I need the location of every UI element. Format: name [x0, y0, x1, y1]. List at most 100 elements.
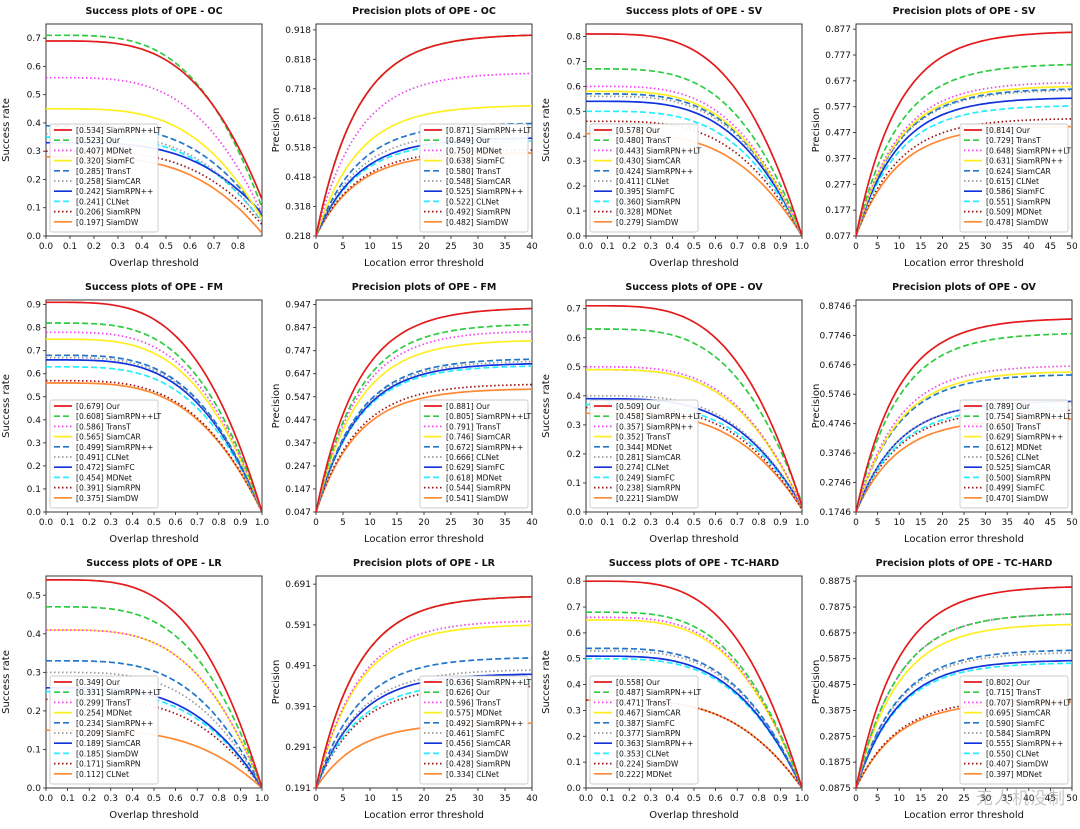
x-tick-label: 0.4	[665, 242, 680, 252]
chart-svg: Precision plots of OPE - OC 0 5 10 15 20 25 30 3…	[271, 6, 538, 269]
legend-entry: [0.391] SiamRPN	[76, 484, 141, 493]
x-tick-label: 15	[391, 242, 402, 252]
legend-entry: [0.629] SiamRPN++	[986, 433, 1063, 442]
series-line	[586, 655, 802, 788]
y-tick-label: 0.2875	[820, 732, 852, 742]
x-tick-label: 1.0	[255, 518, 270, 528]
x-tick-label: 0.7	[207, 242, 221, 252]
chart-svg: Success plots of OPE - SV 0.0 0.1 0.2 0.3 0.4…	[541, 6, 809, 269]
series-line	[46, 331, 262, 512]
x-tick-label: 35	[1001, 794, 1012, 804]
legend: [0.802] Our[0.715] TransT[0.707] SiamRPN…	[959, 675, 1072, 785]
y-tick-label: 0.8	[567, 32, 582, 42]
x-axis-label: Location error threshold	[364, 258, 484, 269]
legend-box	[49, 399, 159, 509]
x-tick-label: 0.3	[644, 242, 658, 252]
y-tick-label: 0.747	[285, 347, 311, 357]
y-tick-label: 0.2	[567, 450, 581, 460]
y-tick-label: 0.318	[285, 203, 311, 213]
x-tick-label: 0.9	[773, 794, 788, 804]
chart-svg: Precision plots of OPE - OV 0 5 10 15 20 25 30 3…	[811, 282, 1078, 545]
series-line	[46, 40, 262, 200]
y-tick-label: 0.3	[567, 706, 581, 716]
series-line	[46, 605, 262, 788]
x-tick-label: 30	[472, 794, 484, 804]
y-axis-label: Success rate	[1, 98, 12, 162]
x-tick-label: 10	[364, 242, 376, 252]
y-tick-label: 0.947	[285, 301, 311, 311]
y-tick-label: 0.2	[27, 175, 41, 185]
y-tick-label: 0.391	[285, 702, 311, 712]
x-tick-label: 0.1	[600, 794, 614, 804]
chart-svg: Precision plots of OPE - LR 0 5 10 15 20 25 30 3…	[271, 558, 538, 821]
legend-entry: [0.565] SiamCAR	[76, 433, 142, 442]
series-line	[46, 322, 262, 512]
x-axis-label: Overlap threshold	[649, 810, 739, 821]
series-line	[856, 85, 1072, 236]
y-tick-label: 0.1	[567, 758, 581, 768]
y-tick-label: 0.7	[567, 57, 581, 67]
series-line	[856, 31, 1072, 236]
x-tick-label: 15	[915, 794, 926, 804]
y-tick-label: 0.5	[27, 591, 41, 601]
legend-entry: [0.279] SiamDW	[616, 218, 679, 227]
x-tick-label: 0.3	[644, 794, 658, 804]
legend-entry: [0.672] SiamRPN++	[446, 443, 523, 452]
x-tick-label: 20	[418, 242, 430, 252]
legend-entry: [0.395] SiamFC	[616, 187, 675, 196]
legend-entry: [0.499] SiamRPN++	[76, 443, 153, 452]
legend-entry: [0.234] SiamRPN++	[76, 719, 153, 728]
x-tick-label: 35	[499, 518, 510, 528]
series-line	[586, 616, 802, 788]
series-line	[586, 33, 802, 236]
chart-panel: Success plots of OPE - LR 0.0 0.1 0.2 0.3 0.4…	[0, 552, 270, 828]
x-tick-label: 0	[313, 794, 319, 804]
legend: [0.789] Our[0.754] SiamRPN++LT[0.650] Tr…	[959, 399, 1072, 509]
y-tick-label: 0.418	[285, 173, 311, 183]
y-tick-label: 0.247	[285, 462, 311, 472]
x-tick-label: 0.0	[39, 242, 54, 252]
legend-entry: [0.407] SiamDW	[986, 760, 1049, 769]
legend-entry: [0.285] TransT	[76, 167, 131, 176]
legend-box	[589, 675, 699, 785]
legend-entry: [0.715] TransT	[986, 688, 1041, 697]
y-tick-label: 0.3875	[820, 706, 852, 716]
x-tick-label: 30	[472, 242, 484, 252]
y-tick-label: 0.1	[27, 204, 41, 214]
x-tick-label: 10	[364, 518, 376, 528]
legend-entry: [0.707] SiamRPN++LT	[986, 698, 1072, 707]
x-tick-label: 20	[937, 794, 949, 804]
x-tick-label: 0.8	[212, 794, 227, 804]
legend-entry: [0.209] SiamFC	[76, 729, 135, 738]
legend-entry: [0.197] SiamDW	[76, 218, 139, 227]
chart-panel: Precision plots of OPE - OC 0 5 10 15 20 25 30 3…	[270, 0, 540, 276]
y-axis-label: Precision	[271, 660, 282, 705]
legend-entry: [0.254] MDNet	[76, 709, 132, 718]
x-tick-label: 0.5	[687, 518, 701, 528]
y-tick-label: 0.2	[567, 732, 581, 742]
legend-entry: [0.443] SiamRPN++LT	[616, 146, 702, 155]
y-tick-label: 0.7	[567, 305, 581, 315]
x-tick-label: 0	[313, 518, 319, 528]
x-tick-label: 5	[340, 794, 346, 804]
x-tick-label: 0.6	[708, 242, 723, 252]
chart-panel: Precision plots of OPE - TC-HARD 0 5 10 15 20…	[810, 552, 1080, 828]
y-tick-label: 0.6	[27, 370, 42, 380]
legend-entry: [0.802] Our	[986, 678, 1031, 687]
series-line	[46, 107, 262, 220]
x-tick-label: 40	[1023, 518, 1035, 528]
legend-entry: [0.509] Our	[616, 402, 661, 411]
x-tick-label: 0.4	[665, 518, 680, 528]
x-tick-label: 0.8	[212, 518, 227, 528]
chart-panel: Precision plots of OPE - FM 0 5 10 15 20 25 30 3…	[270, 276, 540, 552]
y-tick-label: 0.3746	[820, 449, 852, 459]
x-tick-label: 0.2	[82, 794, 96, 804]
y-tick-label: 0.777	[825, 51, 851, 61]
y-tick-label: 0.577	[825, 103, 851, 113]
series-line	[586, 85, 802, 236]
series-line	[586, 368, 802, 507]
series-line	[856, 371, 1072, 512]
x-tick-label: 0.2	[622, 794, 636, 804]
legend-box	[49, 123, 159, 233]
y-tick-label: 0.591	[285, 621, 311, 631]
